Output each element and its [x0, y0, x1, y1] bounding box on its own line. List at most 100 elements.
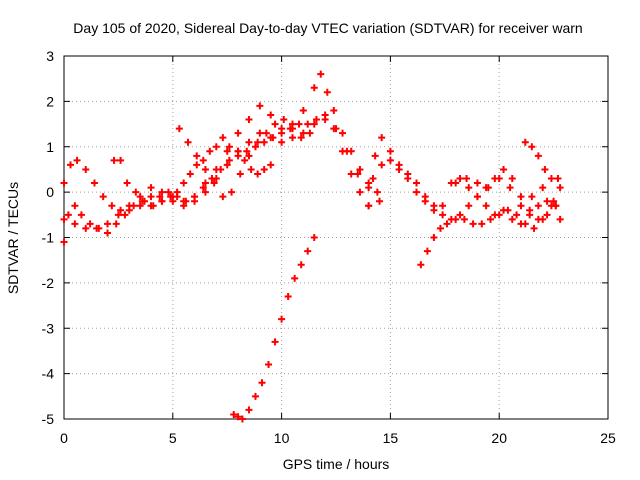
- data-point: [452, 179, 460, 187]
- data-point: [104, 229, 112, 237]
- data-point: [60, 215, 68, 223]
- data-point: [284, 292, 292, 300]
- data-point: [193, 152, 201, 160]
- data-point: [225, 143, 233, 151]
- data-point: [141, 197, 149, 205]
- data-point: [521, 220, 529, 228]
- y-tick-label: -5: [42, 411, 55, 427]
- data-point: [291, 274, 299, 282]
- data-point: [473, 179, 481, 187]
- data-point: [254, 138, 262, 146]
- data-point: [212, 143, 220, 151]
- data-point: [530, 224, 538, 232]
- data-point: [125, 206, 133, 214]
- series-satellite-e: [175, 116, 314, 201]
- data-point: [404, 175, 412, 183]
- data-point: [136, 193, 144, 201]
- y-tick-label: 1: [46, 139, 54, 155]
- data-point: [323, 88, 331, 96]
- data-point: [265, 361, 273, 369]
- x-tick-label: 5: [169, 430, 177, 446]
- data-point: [465, 202, 473, 210]
- data-point: [234, 129, 242, 137]
- data-point: [376, 197, 384, 205]
- x-tick-label: 20: [491, 430, 507, 446]
- series-satellite-k: [452, 175, 564, 223]
- data-point: [365, 184, 373, 192]
- y-tick-label: 0: [46, 184, 54, 200]
- data-point: [175, 125, 183, 133]
- x-tick-label: 10: [274, 430, 290, 446]
- data-point: [186, 170, 194, 178]
- data-point: [90, 179, 98, 187]
- data-point: [482, 202, 490, 210]
- data-point: [306, 129, 314, 137]
- data-point: [260, 138, 268, 146]
- data-point: [212, 165, 220, 173]
- data-point: [238, 415, 246, 423]
- data-point: [234, 147, 242, 155]
- data-point: [378, 134, 386, 142]
- data-point: [86, 220, 94, 228]
- data-point: [136, 202, 144, 210]
- data-point: [310, 234, 318, 241]
- data-point: [245, 138, 253, 146]
- data-point: [82, 224, 90, 232]
- data-point: [528, 143, 536, 151]
- data-point: [64, 211, 72, 219]
- data-point: [201, 188, 209, 196]
- data-point: [417, 261, 425, 269]
- data-point: [486, 215, 494, 223]
- data-point: [173, 188, 181, 196]
- data-point: [556, 215, 564, 223]
- y-axis-label: SDTVAR / TECUs: [5, 182, 21, 294]
- data-point: [554, 175, 562, 183]
- y-tick-label: -2: [42, 275, 55, 291]
- data-point: [256, 102, 264, 110]
- data-point: [541, 165, 549, 173]
- data-point: [225, 156, 233, 164]
- data-point: [556, 184, 564, 192]
- data-point: [67, 161, 75, 169]
- data-point: [288, 134, 296, 142]
- y-tick-label: 3: [46, 48, 54, 64]
- data-point: [543, 211, 551, 219]
- axis-ticks: 0 5 10 15 20 25 -5 -4 -3 -2 -1 0 1 2 3: [42, 48, 616, 446]
- data-point: [339, 129, 347, 137]
- data-point: [223, 147, 231, 155]
- series-satellite-h: [369, 156, 560, 228]
- data-point: [508, 175, 516, 183]
- data-point: [528, 193, 536, 201]
- data-point: [262, 129, 270, 137]
- data-point: [93, 224, 101, 232]
- data-point: [395, 165, 403, 173]
- data-point: [521, 138, 529, 146]
- data-point: [421, 197, 429, 205]
- data-point: [534, 152, 542, 160]
- data-point: [251, 143, 259, 151]
- data-point: [278, 315, 286, 323]
- y-tick-label: -1: [42, 230, 55, 246]
- data-point: [245, 116, 253, 124]
- data-point: [245, 406, 253, 414]
- data-point: [112, 220, 120, 228]
- data-point: [117, 206, 125, 214]
- data-point: [256, 129, 264, 137]
- data-point: [550, 197, 558, 205]
- data-point: [495, 211, 503, 219]
- data-point: [369, 175, 377, 183]
- data-series: [60, 70, 564, 423]
- data-point: [251, 392, 259, 400]
- data-point: [164, 188, 172, 196]
- data-point: [60, 179, 68, 187]
- series-satellite-b: [60, 70, 381, 214]
- gridlines: [64, 56, 608, 419]
- data-point: [236, 170, 244, 178]
- data-point: [304, 120, 312, 128]
- data-point: [191, 197, 199, 205]
- data-point: [371, 152, 379, 160]
- data-point: [547, 175, 555, 183]
- data-point: [373, 188, 381, 196]
- data-point: [517, 193, 525, 201]
